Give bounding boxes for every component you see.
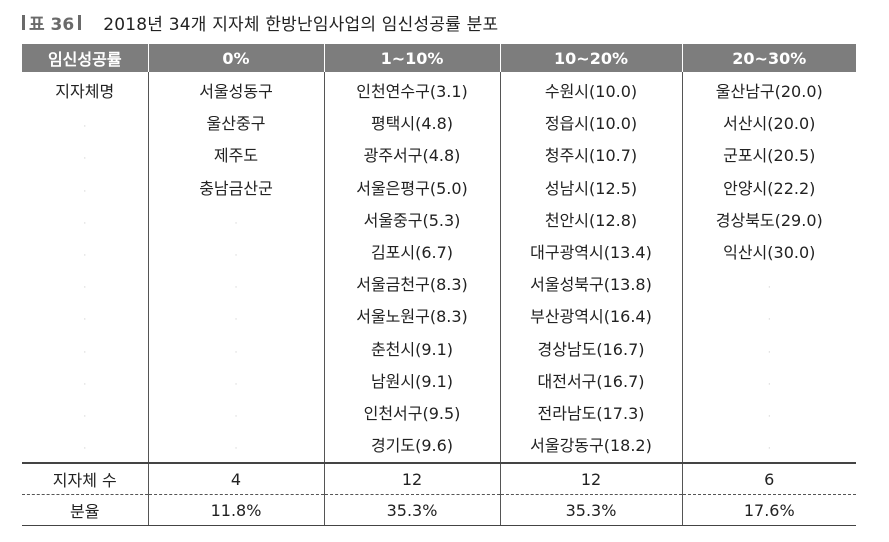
region-name: 성남시(12.5): [544, 178, 638, 198]
table-title: 2018년 34개 지자체 한방난임사업의 임신성공률 분포: [103, 14, 499, 35]
table-label-text: 표 36: [29, 14, 75, 35]
empty-cell-dot-icon: ·: [83, 283, 87, 294]
region-list: 수원시(10.0) 정읍시(10.0) 청주시(10.7) 성남시(12.5) 천안시(…: [501, 76, 682, 462]
region-name: 광주서구(4.8): [363, 146, 461, 166]
region-name: 인천서구(9.5): [363, 403, 461, 423]
ratio-value: 35.3%: [499, 494, 682, 527]
count-row: 지자체 수 4 12 12 6: [22, 462, 856, 495]
count-value: 4: [147, 462, 324, 495]
header-cell: 1~10%: [323, 44, 500, 72]
column-cell: 수원시(10.0) 정읍시(10.0) 청주시(10.7) 성남시(12.5) 천안시(…: [499, 72, 682, 464]
empty-cell-dot-icon: ·: [234, 444, 238, 455]
region-name: 경기도(9.6): [370, 436, 454, 456]
region-name: 서울노원구(8.3): [356, 307, 468, 327]
region-name: 춘천시(9.1): [370, 339, 454, 359]
empty-cell-dot-icon: ·: [767, 379, 771, 390]
region-name: 남원시(9.1): [370, 371, 454, 391]
row-label: 지자체명: [55, 82, 115, 101]
empty-cell-dot-icon: ·: [83, 250, 87, 261]
empty-cell-dot-icon: ·: [83, 444, 87, 455]
empty-cell-dot-icon: ·: [767, 411, 771, 422]
empty-cell-dot-icon: ·: [767, 444, 771, 455]
empty-cell-dot-icon: ·: [83, 411, 87, 422]
header-cell: 임신성공률: [22, 44, 148, 72]
region-name: 평택시(4.8): [370, 114, 454, 134]
ratio-value: 11.8%: [147, 494, 324, 527]
empty-cell-dot-icon: ·: [234, 411, 238, 422]
empty-cell-dot-icon: ·: [234, 218, 238, 229]
empty-cell-dot-icon: ·: [767, 347, 771, 358]
header-cell: 10~20%: [499, 44, 682, 72]
region-name: 부산광역시(16.4): [530, 307, 652, 327]
empty-cell-dot-icon: ·: [83, 347, 87, 358]
region-list: 인천연수구(3.1) 평택시(4.8) 광주서구(4.8) 서울은평구(5.0) 서울중…: [325, 76, 500, 462]
region-list: 울산남구(20.0) 서산시(20.0) 군포시(20.5) 안양시(22.2) 경상북…: [683, 76, 857, 462]
header-cell: 20~30%: [681, 44, 856, 72]
empty-cell-dot-icon: ·: [83, 315, 87, 326]
column-cell: 인천연수구(3.1) 평택시(4.8) 광주서구(4.8) 서울은평구(5.0) 서울중…: [323, 72, 500, 464]
region-name: 서울성동구: [199, 82, 273, 101]
region-name: 울산중구: [206, 114, 266, 134]
ratio-value: 35.3%: [323, 494, 500, 527]
region-name: 군포시(20.5): [723, 146, 816, 166]
region-name: 제주도: [213, 146, 259, 166]
region-name: 서울금천구(8.3): [356, 275, 468, 295]
table-label: 표 36: [29, 10, 85, 35]
empty-cell-dot-icon: ·: [234, 347, 238, 358]
ratio-row: 분율 11.8% 35.3% 35.3% 17.6%: [22, 494, 856, 527]
header-cell: 0%: [147, 44, 324, 72]
ratio-value: 17.6%: [681, 494, 856, 527]
region-name: 전라남도(17.3): [537, 403, 645, 423]
region-name: 안양시(22.2): [723, 178, 816, 198]
caption-bar-left-icon: [22, 14, 25, 30]
region-name: 서산시(20.0): [723, 114, 816, 134]
region-name: 대구광역시(13.4): [530, 242, 652, 262]
ratio-label: 분율: [22, 494, 148, 527]
empty-cell-dot-icon: ·: [767, 315, 771, 326]
region-name: 경상남도(16.7): [537, 339, 645, 359]
region-name: 서울중구(5.3): [363, 210, 461, 230]
region-name: 충남금산군: [199, 178, 273, 198]
distribution-table: 임신성공률 0% 1~10% 10~20% 20~30% 지자체명 · · · · · ·…: [22, 44, 857, 527]
empty-cell-dot-icon: ·: [767, 283, 771, 294]
count-value: 12: [323, 462, 500, 495]
empty-cell-dot-icon: ·: [234, 283, 238, 294]
empty-cell-dot-icon: ·: [83, 154, 87, 165]
table-caption: 표 36 2018년 34개 지자체 한방난임사업의 임신성공률 분포: [22, 8, 498, 36]
empty-cell-dot-icon: ·: [234, 379, 238, 390]
empty-cell-dot-icon: ·: [83, 122, 87, 133]
region-name: 서울은평구(5.0): [356, 178, 468, 198]
region-name: 익산시(30.0): [723, 242, 816, 262]
empty-cell-dot-icon: ·: [234, 250, 238, 261]
region-name: 정읍시(10.0): [544, 114, 638, 134]
empty-cell-dot-icon: ·: [83, 218, 87, 229]
region-name: 울산남구(20.0): [715, 82, 823, 101]
region-name: 대전서구(16.7): [537, 371, 645, 391]
count-value: 6: [681, 462, 856, 495]
region-name: 서울강동구(18.2): [530, 436, 652, 456]
region-name: 청주시(10.7): [544, 146, 638, 166]
region-name: 천안시(12.8): [544, 210, 638, 230]
empty-cell-dot-icon: ·: [234, 315, 238, 326]
region-name: 경상북도(29.0): [715, 210, 823, 230]
header-row: 임신성공률 0% 1~10% 10~20% 20~30%: [22, 44, 856, 72]
empty-cell-dot-icon: ·: [83, 186, 87, 197]
empty-cell-dot-icon: ·: [83, 379, 87, 390]
row-label-cell: 지자체명 · · · · · · · · · · ·: [22, 72, 148, 463]
region-name: 서울성북구(13.8): [530, 275, 652, 295]
region-name: 인천연수구(3.1): [356, 82, 468, 101]
region-name: 수원시(10.0): [544, 82, 638, 101]
caption-bar-right-icon: [78, 14, 82, 30]
count-value: 12: [499, 462, 682, 495]
row-label-list: 지자체명 · · · · · · · · · · ·: [22, 76, 148, 462]
region-name: 김포시(6.7): [370, 242, 454, 262]
count-label: 지자체 수: [22, 462, 148, 495]
column-cell: 울산남구(20.0) 서산시(20.0) 군포시(20.5) 안양시(22.2) 경상북…: [681, 72, 857, 464]
